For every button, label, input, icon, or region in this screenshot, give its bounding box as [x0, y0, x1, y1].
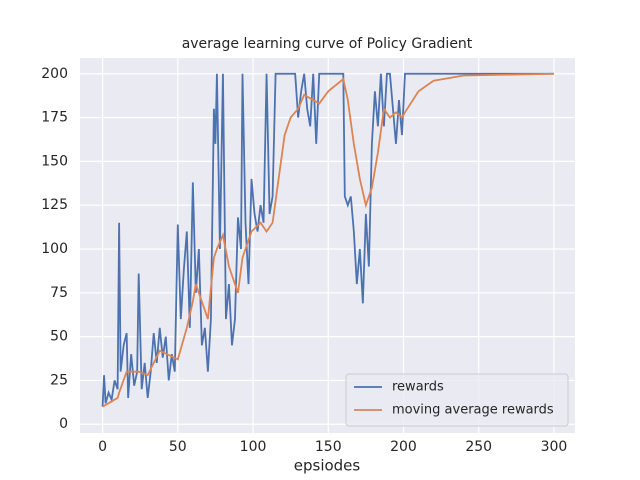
lines — [101, 72, 554, 408]
plot-area — [80, 58, 575, 433]
chart-title: average learning curve of Policy Gradien… — [182, 36, 473, 52]
y-tick-label: 100 — [41, 241, 68, 257]
legend-label: moving average rewards — [392, 403, 554, 418]
series-line — [101, 72, 554, 407]
x-tick-label: 250 — [465, 439, 492, 455]
x-tick-label: 100 — [240, 439, 267, 455]
x-tick-label: 150 — [315, 439, 342, 455]
y-tick-label: 200 — [41, 66, 68, 82]
y-tick-label: 75 — [50, 285, 68, 301]
x-tick-label: 50 — [169, 439, 187, 455]
legend-box — [345, 373, 569, 427]
grid — [80, 58, 575, 433]
y-tick-label: 175 — [41, 110, 68, 126]
series-line — [102, 72, 554, 408]
legend: rewards moving average rewards — [345, 373, 569, 427]
x-tick-label: 300 — [541, 439, 568, 455]
legend-label: rewards — [392, 380, 444, 395]
x-axis-label: epsiodes — [294, 457, 361, 475]
y-tick-label: 125 — [41, 197, 68, 213]
y-tick-label: 0 — [59, 416, 68, 432]
y-tick-label: 25 — [50, 372, 68, 388]
x-tick-label: 200 — [390, 439, 417, 455]
y-tick-label: 50 — [50, 329, 68, 345]
x-tick-label: 0 — [98, 439, 107, 455]
y-tick-label: 150 — [41, 153, 68, 169]
